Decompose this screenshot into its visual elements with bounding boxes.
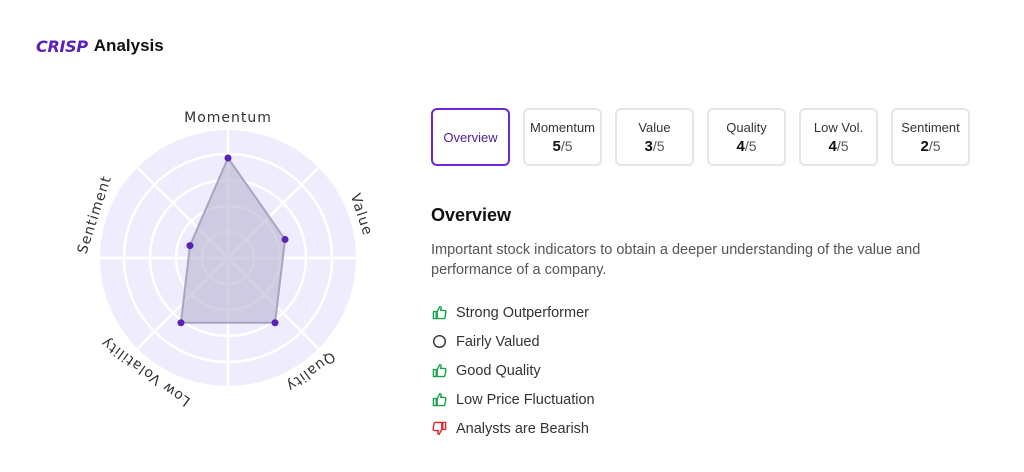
crisp-logo: CRISP (36, 36, 88, 56)
page-title: Analysis (93, 36, 164, 55)
radar-axis-label: Momentum (184, 110, 272, 126)
indicator-item: Strong Outperformer (431, 298, 991, 327)
radar-point (186, 242, 194, 250)
tab-quality[interactable]: Quality 4/5 (707, 108, 786, 166)
overview-title: Overview (431, 205, 512, 225)
app-header: CRISP Analysis (36, 36, 164, 56)
indicator-item: Good Quality (431, 356, 991, 385)
radar-point (177, 319, 185, 327)
indicator-text: Good Quality (456, 362, 541, 379)
score-tabs: Overview Momentum 5/5 Value 3/5 Quality … (431, 108, 970, 166)
radar-point (224, 154, 232, 162)
radar-point (271, 319, 279, 327)
tab-momentum[interactable]: Momentum 5/5 (523, 108, 602, 166)
indicator-item: Fairly Valued (431, 327, 991, 356)
tab-value[interactable]: Value 3/5 (615, 108, 694, 166)
thumbs-up-icon (431, 392, 447, 408)
overview-description: Important stock indicators to obtain a d… (431, 242, 921, 278)
tab-label: Momentum (529, 119, 596, 135)
circle-icon (431, 334, 447, 350)
indicator-text: Low Price Fluctuation (456, 391, 595, 408)
indicator-text: Strong Outperformer (456, 304, 589, 321)
tab-label: Overview (443, 129, 498, 145)
indicator-item: Analysts are Bearish (431, 414, 991, 443)
thumbs-up-icon (431, 305, 447, 321)
tab-label: Low Vol. (813, 119, 864, 135)
tab-label: Quality (726, 119, 767, 135)
tab-low-volatility[interactable]: Low Vol. 4/5 (799, 108, 878, 166)
tab-label: Sentiment (901, 119, 960, 135)
tab-score: 4/5 (736, 137, 757, 155)
thumbs-down-icon (431, 421, 447, 437)
thumbs-up-icon (431, 363, 447, 379)
tab-score: 3/5 (644, 137, 665, 155)
indicator-text: Analysts are Bearish (456, 420, 589, 437)
indicator-item: Low Price Fluctuation (431, 385, 991, 414)
tab-score: 5/5 (552, 137, 573, 155)
radar-chart: Momentum Value Quality Low Volatility Sentim… (60, 92, 400, 432)
overview-panel: Overview Important stock indicators to o… (431, 205, 991, 443)
radar-score-area (179, 155, 287, 324)
indicator-text: Fairly Valued (456, 333, 540, 350)
tab-score: 4/5 (828, 137, 849, 155)
radar-point (281, 235, 289, 243)
tab-label: Value (638, 119, 671, 135)
tab-sentiment[interactable]: Sentiment 2/5 (891, 108, 970, 166)
tab-overview[interactable]: Overview (431, 108, 510, 166)
tab-score: 2/5 (920, 137, 941, 155)
indicator-list: Strong Outperformer Fairly Valued Good Q… (431, 298, 991, 443)
